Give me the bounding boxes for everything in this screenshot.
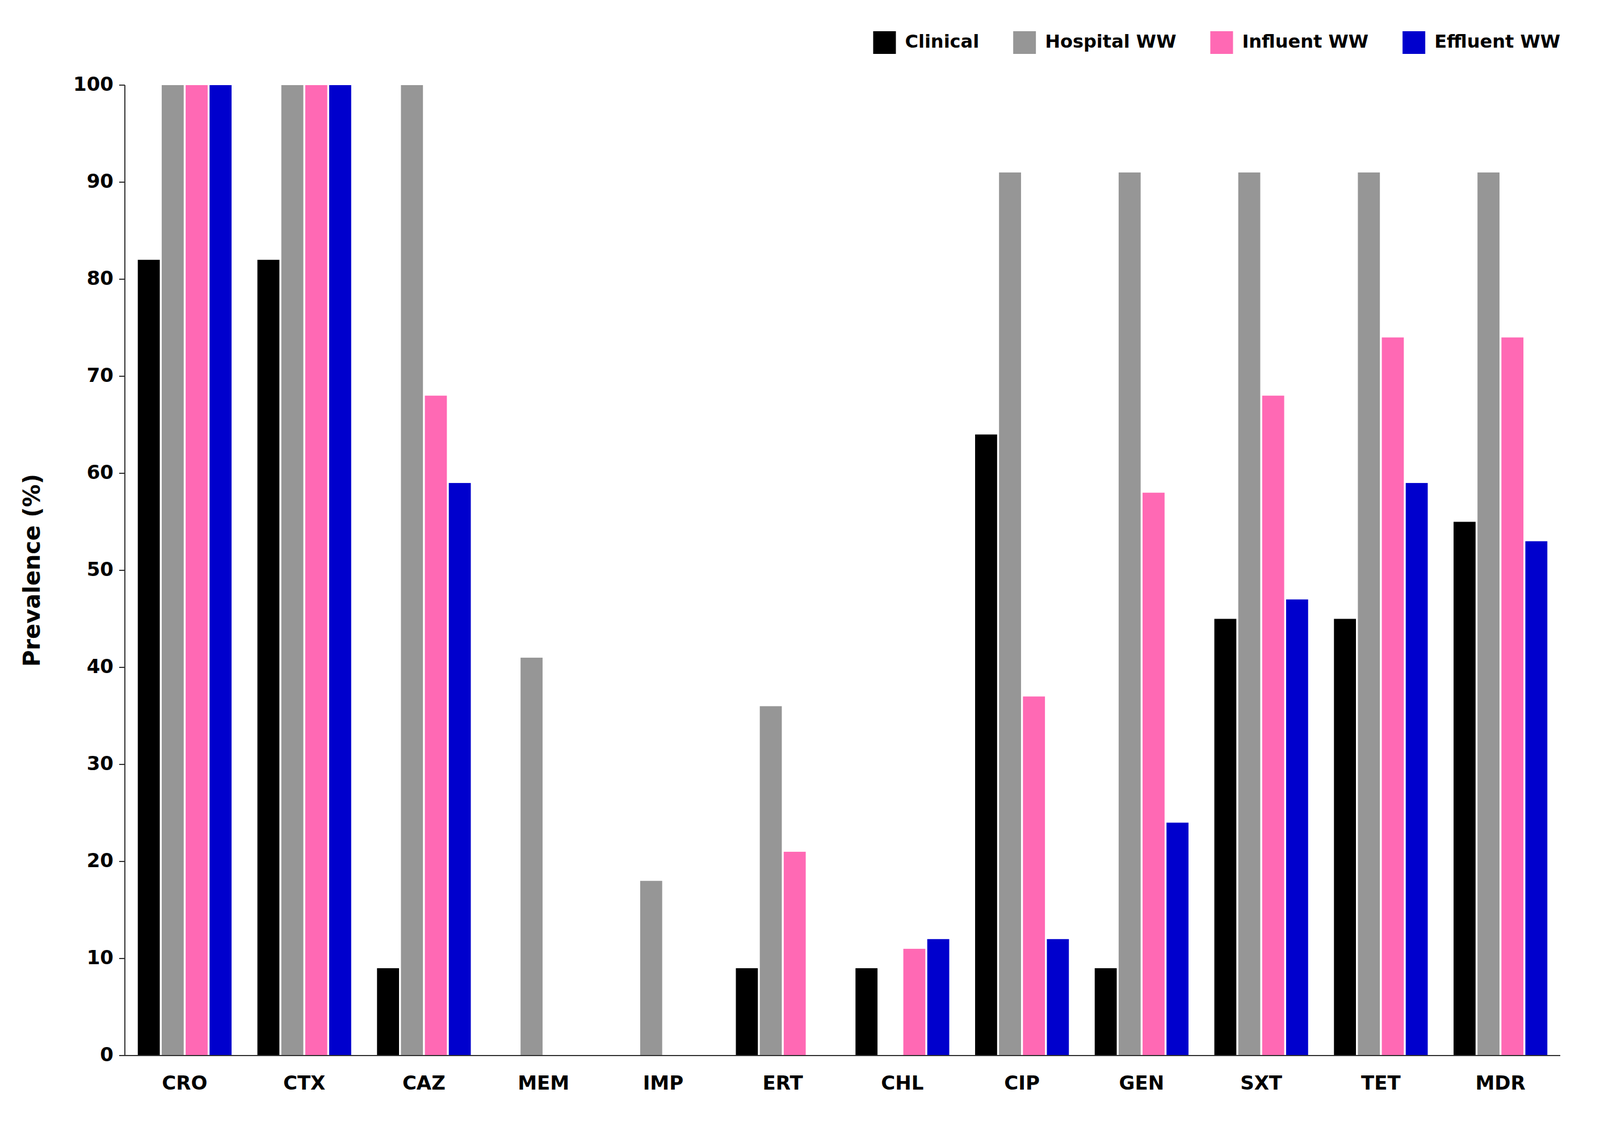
y-tick-label: 90 xyxy=(86,169,114,193)
y-tick-label: 100 xyxy=(73,72,114,96)
bar xyxy=(257,259,280,1056)
x-tick-label: SXT xyxy=(1240,1071,1283,1095)
bars xyxy=(137,85,1548,1056)
bar xyxy=(736,968,759,1056)
y-tick-label: 50 xyxy=(86,557,114,581)
legend-item: Hospital WW xyxy=(1013,30,1177,54)
x-tick-label: CIP xyxy=(1004,1071,1040,1095)
y-tick-label: 10 xyxy=(86,946,114,969)
x-tick-label: GEN xyxy=(1119,1071,1165,1095)
legend-swatch xyxy=(872,31,896,54)
y-tick xyxy=(119,763,125,766)
bar xyxy=(1453,522,1476,1057)
y-tick xyxy=(119,958,125,960)
bar xyxy=(1118,172,1141,1056)
bar xyxy=(1166,822,1189,1056)
chart-container: 0 10 20 30 40 50 60 70 80 90 100 CRO CTX CAZ MEM IMP ERT… xyxy=(0,0,1600,1135)
legend-label: Clinical xyxy=(904,30,980,53)
y-tick xyxy=(119,666,125,669)
bar xyxy=(1357,172,1380,1056)
bar xyxy=(998,172,1022,1056)
bar xyxy=(855,968,878,1056)
bar xyxy=(1046,939,1069,1056)
bar xyxy=(1286,599,1309,1056)
x-tick-label: ERT xyxy=(762,1071,804,1095)
y-tick-label: 80 xyxy=(86,266,114,290)
legend-label: Influent WW xyxy=(1241,30,1369,53)
bar xyxy=(783,851,806,1056)
bar xyxy=(209,85,232,1056)
y-tick-label: 70 xyxy=(86,363,114,387)
bar xyxy=(1214,619,1237,1057)
bar xyxy=(1477,172,1500,1056)
bar xyxy=(520,657,543,1056)
bar xyxy=(1405,483,1429,1056)
bar xyxy=(1142,492,1165,1056)
bar xyxy=(640,880,663,1056)
y-tick-label: 20 xyxy=(86,849,114,872)
bar xyxy=(137,259,161,1056)
legend-label: Hospital WW xyxy=(1044,30,1177,53)
y-tick-label: 0 xyxy=(99,1043,114,1066)
bar xyxy=(281,85,304,1056)
bar xyxy=(1022,696,1045,1056)
x-tick-label: CRO xyxy=(161,1071,208,1095)
y-tick xyxy=(119,278,125,280)
legend-item: Clinical xyxy=(872,30,980,54)
legend-item: Effluent WW xyxy=(1402,30,1561,54)
y-tick xyxy=(119,84,125,86)
legend-label: Effluent WW xyxy=(1434,30,1561,53)
x-tick-label: MDR xyxy=(1475,1071,1526,1095)
legend-swatch xyxy=(1402,31,1426,54)
y-tick xyxy=(119,181,125,183)
y-tick xyxy=(119,472,125,474)
y-axis-label: Prevalence (%) xyxy=(18,473,45,667)
legend-item: Influent WW xyxy=(1210,30,1369,54)
bar xyxy=(185,85,208,1056)
y-tick-label: 30 xyxy=(86,752,114,775)
x-axis-line xyxy=(124,1055,1561,1057)
bar xyxy=(1525,541,1548,1056)
bar xyxy=(903,948,926,1056)
legend-swatch xyxy=(1013,31,1036,54)
bar xyxy=(1501,337,1524,1056)
bar xyxy=(376,968,400,1056)
y-tick xyxy=(119,375,125,377)
bar xyxy=(161,85,184,1056)
bar xyxy=(1382,337,1405,1056)
x-tick-label: CHL xyxy=(880,1071,924,1095)
bar xyxy=(1262,395,1285,1056)
y-tick xyxy=(119,861,125,863)
x-tick-label: MEM xyxy=(517,1071,570,1095)
bar xyxy=(1238,172,1261,1056)
bar xyxy=(1094,968,1117,1056)
y-tick xyxy=(119,1055,125,1057)
y-tick xyxy=(119,569,125,571)
legend: Clinical Hospital WW Influent WW Effluent W… xyxy=(872,30,1561,54)
bar xyxy=(400,85,423,1056)
x-tick-label: CTX xyxy=(283,1071,326,1095)
bar xyxy=(927,939,950,1056)
legend-swatch xyxy=(1210,31,1233,54)
y-tick-label: 40 xyxy=(86,654,114,678)
bar xyxy=(425,395,448,1056)
x-tick-label: IMP xyxy=(643,1071,684,1095)
y-tick-label: 60 xyxy=(86,460,114,484)
chart: 0 10 20 30 40 50 60 70 80 90 100 CRO CTX CAZ MEM IMP ERT… xyxy=(0,0,1600,1135)
bar xyxy=(1333,619,1356,1057)
bar xyxy=(329,85,352,1056)
bar xyxy=(305,85,328,1056)
bar xyxy=(975,434,998,1056)
x-tick-label: CAZ xyxy=(402,1071,446,1095)
bar xyxy=(759,706,783,1056)
bar xyxy=(448,483,472,1056)
x-tick-label: TET xyxy=(1361,1071,1401,1095)
